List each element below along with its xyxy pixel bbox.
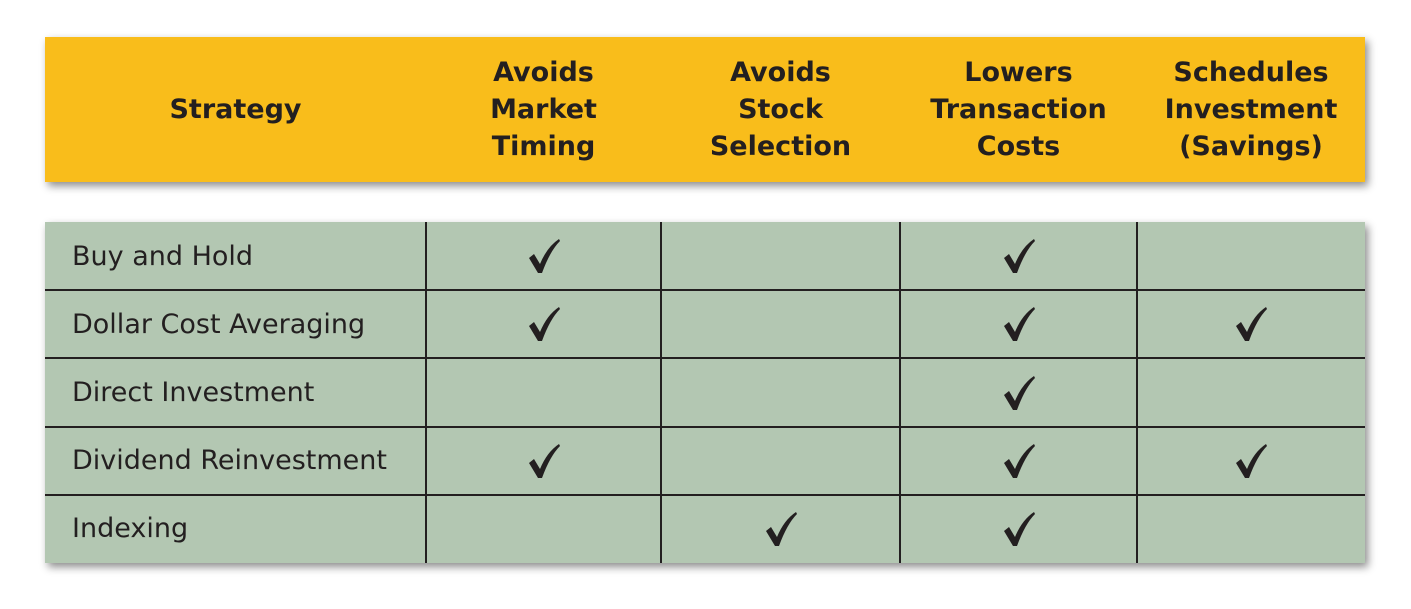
header-text: Avoids xyxy=(730,57,831,88)
header-text: Strategy xyxy=(169,94,302,125)
header-text: Selection xyxy=(709,131,852,162)
header-text: Costs xyxy=(976,131,1061,162)
checkmark xyxy=(528,443,560,478)
checkmark xyxy=(528,239,560,274)
header-text: Avoids xyxy=(493,57,594,88)
header-cell: Strategy xyxy=(45,37,426,182)
row-divider xyxy=(45,493,1365,496)
header-text: (Savings) xyxy=(1179,131,1323,162)
checkmark xyxy=(1236,307,1267,342)
row-label: Direct Investment xyxy=(72,376,315,408)
column-divider xyxy=(425,222,427,563)
column-divider xyxy=(899,222,901,563)
checkmark xyxy=(1003,443,1035,478)
header-text: Stock xyxy=(738,94,823,125)
header-text: Market xyxy=(490,94,597,125)
row-label: Buy and Hold xyxy=(72,240,254,272)
column-divider xyxy=(1136,222,1138,563)
checkmark xyxy=(1003,511,1035,546)
header-text: Timing xyxy=(491,131,596,162)
checkmark xyxy=(765,511,797,546)
checkmark xyxy=(528,307,560,342)
row-divider xyxy=(45,357,1365,360)
header-cell: Lowers Transaction Costs xyxy=(900,37,1137,182)
row-label: Dividend Reinvestment xyxy=(72,445,387,477)
checkmark xyxy=(1003,375,1035,410)
row-divider xyxy=(45,425,1365,428)
column-divider xyxy=(660,222,662,563)
header-band: Strategy Avoids Market Timing Avoids Stock Sel… xyxy=(45,37,1365,182)
checkmark xyxy=(1236,443,1267,478)
header-text: Lowers xyxy=(964,57,1073,88)
table-body: Buy and Hold Dollar Cost Averaging Direct … xyxy=(45,222,1365,563)
header-cell: Schedules Investment (Savings) xyxy=(1137,37,1365,182)
header-text: Transaction xyxy=(930,94,1107,125)
header-text: Schedules xyxy=(1173,57,1329,88)
header-text: Investment xyxy=(1164,94,1338,125)
checkmark xyxy=(1003,239,1035,274)
header-cell: Avoids Stock Selection xyxy=(661,37,900,182)
header-cell: Avoids Market Timing xyxy=(426,37,661,182)
row-divider xyxy=(45,289,1365,292)
row-label: Dollar Cost Averaging xyxy=(72,308,366,340)
checkmark xyxy=(1003,307,1035,342)
row-label: Indexing xyxy=(72,513,189,545)
